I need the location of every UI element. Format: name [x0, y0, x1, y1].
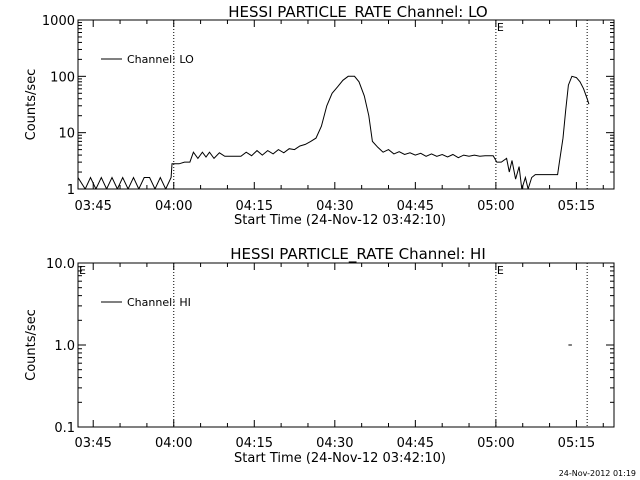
- series-line-lo: [78, 75, 590, 189]
- x-tick-label: 04:00: [155, 436, 192, 451]
- chart-panel-hi: HESSI PARTICLE_RATE Channel: HI 03:45 04:0…: [24, 245, 615, 466]
- legend-label: Channel: HI: [127, 296, 191, 309]
- y-tick-label: 1: [67, 183, 75, 198]
- chart-panel-lo: HESSI PARTICLE_RATE Channel: LO 03:45 04:0…: [24, 3, 615, 228]
- x-tick-label: 05:15: [558, 436, 595, 451]
- generated-timestamp: 24-Nov-2012 01:19: [559, 469, 636, 478]
- x-tick-label: 05:00: [477, 436, 514, 451]
- x-tick-label: 04:45: [397, 199, 434, 214]
- chart-title: HESSI PARTICLE_RATE Channel: LO: [228, 3, 487, 22]
- annotation-label: E: [497, 264, 504, 277]
- y-tick-label: 1000: [42, 14, 75, 29]
- y-tick-label: 1.0: [54, 339, 75, 354]
- chart-title: HESSI PARTICLE_RATE Channel: HI: [230, 245, 486, 264]
- x-tick-label: 04:30: [316, 436, 353, 451]
- x-tick-label: 04:15: [236, 436, 273, 451]
- x-tick-label: 04:15: [236, 199, 273, 214]
- y-tick-label: 0.1: [54, 421, 75, 436]
- x-axis-label: Start Time (24-Nov-12 03:42:10): [234, 451, 446, 466]
- y-tick-label: 10.0: [46, 257, 75, 272]
- x-axis-label: Start Time (24-Nov-12 03:42:10): [234, 213, 446, 228]
- x-tick-label: 04:45: [397, 436, 434, 451]
- x-tick-label: 04:00: [155, 199, 192, 214]
- y-tick-label: 10: [58, 127, 75, 142]
- x-tick-label: 03:45: [74, 199, 111, 214]
- x-tick-label: 04:30: [316, 199, 353, 214]
- y-axis-label: Counts/sec: [24, 309, 39, 381]
- x-tick-label: 05:15: [558, 199, 595, 214]
- y-tick-label: 100: [50, 70, 75, 85]
- annotation-label: E: [79, 264, 86, 277]
- plot-frame: [77, 19, 615, 190]
- legend-label: Channel: LO: [127, 53, 194, 66]
- annotation-label: E: [497, 21, 504, 34]
- x-tick-label: 03:45: [74, 436, 111, 451]
- x-tick-label: 05:00: [477, 199, 514, 214]
- plot-frame: [77, 262, 615, 428]
- y-axis-label: Counts/sec: [24, 69, 39, 141]
